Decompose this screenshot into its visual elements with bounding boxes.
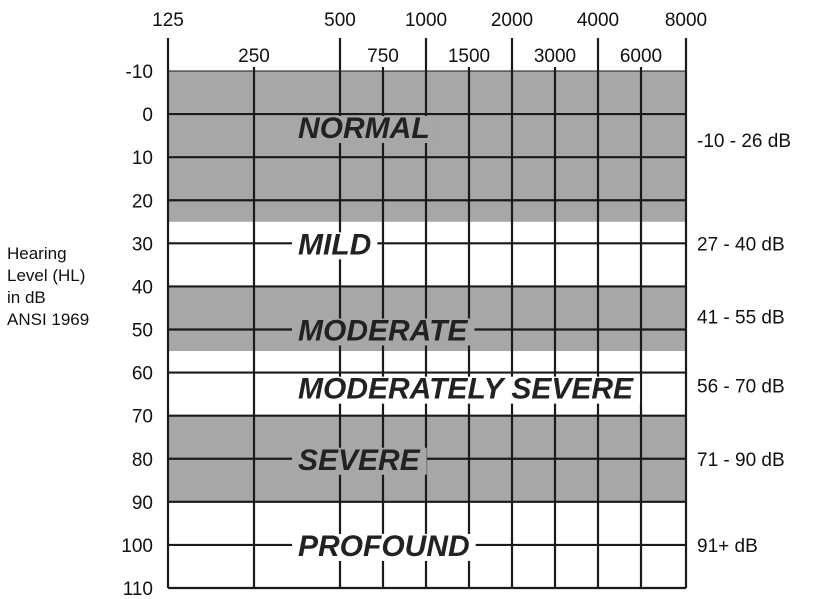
- y-axis-tick-labels: -10 0 10 20 30 40 50 60 70 80 90 100 110: [121, 62, 153, 599]
- category-label-mild: MILD: [298, 228, 371, 261]
- range-label: 56 - 70 dB: [697, 377, 785, 398]
- frequency-label-1000: 1000: [405, 10, 447, 31]
- y-axis-title: Hearing Level (HL) in dB ANSI 1969: [7, 244, 89, 329]
- category-label-background: [292, 533, 476, 561]
- y-tick-label: 40: [132, 277, 153, 298]
- category-label-background: [292, 447, 427, 475]
- frequency-label-2000: 2000: [491, 10, 533, 31]
- y-axis-title-line: Hearing: [7, 244, 67, 263]
- y-axis-title-line: Level (HL): [7, 266, 85, 285]
- range-label: 71 - 90 dB: [697, 450, 785, 471]
- frequency-label-125: 125: [152, 10, 184, 31]
- range-labels: -10 - 26 dB 27 - 40 dB 41 - 55 dB 56 - 70 d…: [697, 131, 791, 557]
- category-label-moderately-severe: MODERATELY SEVERE: [298, 373, 634, 406]
- frequency-label-750: 750: [367, 46, 399, 67]
- category-label-moderate: MODERATE: [298, 315, 468, 348]
- y-tick-label: 80: [132, 450, 153, 471]
- frequency-label-4000: 4000: [577, 10, 619, 31]
- y-axis-title-line: in dB: [7, 288, 46, 307]
- y-tick-label: 20: [132, 191, 153, 212]
- range-label: -10 - 26 dB: [697, 131, 791, 152]
- frequency-labels: 125 500 1000 2000 4000 8000 250 750 1500 3000 6000: [152, 10, 707, 67]
- category-label-background: [292, 318, 475, 346]
- frequency-label-250: 250: [238, 46, 270, 67]
- y-tick-label: 50: [132, 321, 153, 342]
- frequency-label-8000: 8000: [665, 10, 707, 31]
- range-label: 91+ dB: [697, 536, 758, 557]
- y-tick-label: 90: [132, 493, 153, 514]
- frequency-label-6000: 6000: [620, 46, 662, 67]
- y-axis-title-line: ANSI 1969: [7, 310, 89, 329]
- category-label-normal: NORMAL: [298, 112, 430, 145]
- category-label-profound: PROFOUND: [298, 530, 470, 563]
- category-labels: NORMAL MILD MODERATE MODERATELY SEVERE SEVER…: [292, 112, 641, 563]
- y-tick-label: 30: [132, 234, 153, 255]
- category-label-background: [292, 116, 436, 144]
- frequency-label-1500: 1500: [448, 46, 490, 67]
- y-tick-label: 110: [123, 579, 153, 599]
- category-label-background: [292, 376, 641, 404]
- y-tick-label: 0: [142, 105, 153, 126]
- frequency-label-3000: 3000: [534, 46, 576, 67]
- range-label: 41 - 55 dB: [697, 308, 785, 329]
- y-tick-label: 70: [132, 407, 153, 428]
- category-label-background: [292, 232, 378, 260]
- category-label-severe: SEVERE: [298, 444, 421, 477]
- frequency-label-500: 500: [324, 10, 356, 31]
- y-tick-label: 100: [121, 536, 153, 557]
- range-label: 27 - 40 dB: [697, 234, 785, 255]
- y-tick-label: -10: [126, 62, 153, 83]
- y-tick-label: 10: [132, 148, 153, 169]
- y-tick-label: 60: [132, 364, 153, 385]
